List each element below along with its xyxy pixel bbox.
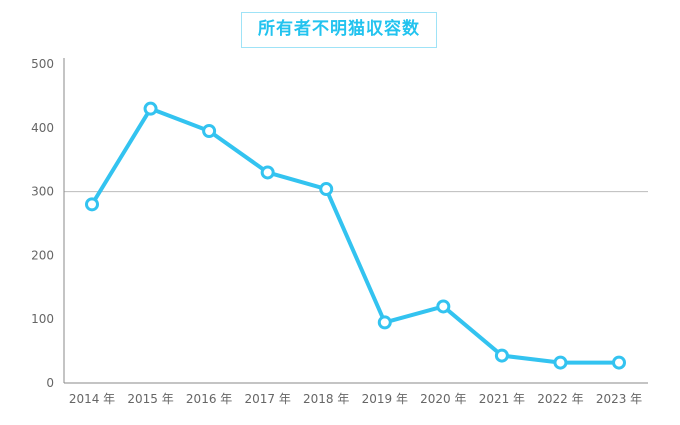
x-tick-labels: 2014 年 2015 年 2016 年 2017 年 2018 年 2019 年 2020… [69,392,642,406]
y-tick-labels: 0 100 200 300 400 500 [31,57,54,390]
y-tick-label: 100 [31,312,54,326]
data-point [553,355,568,370]
data-point [202,123,217,138]
data-point [319,182,334,197]
y-tick-label: 0 [46,376,54,390]
data-point [436,299,451,314]
y-tick-label: 400 [31,121,54,135]
data-point [85,197,99,212]
x-tick-label: 2018 年 [303,392,349,406]
x-tick-label: 2021 年 [479,392,525,406]
x-tick-label: 2023 年 [596,392,642,406]
data-point [377,315,392,330]
x-tick-label: 2014 年 [69,392,115,406]
x-tick-label: 2017 年 [244,392,290,406]
x-tick-label: 2015 年 [127,392,173,406]
axes [63,58,648,384]
x-tick-label: 2019 年 [362,392,408,406]
data-point [494,348,509,363]
series-group [85,101,626,370]
x-tick-label: 2016 年 [186,392,232,406]
series-line [90,106,621,365]
y-tick-label: 200 [31,248,54,262]
data-point [612,355,626,370]
y-tick-label: 300 [31,185,54,199]
x-tick-label: 2020 年 [420,392,466,406]
y-tick-label: 500 [31,57,54,71]
data-point [260,165,275,180]
chart-title: 所有者不明猫収容数 [241,12,437,48]
data-point [143,101,158,116]
x-tick-label: 2022 年 [537,392,583,406]
